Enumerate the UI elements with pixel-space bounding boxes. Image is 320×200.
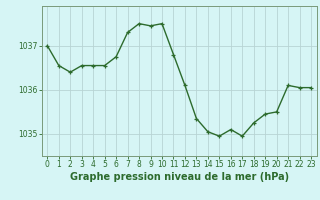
- X-axis label: Graphe pression niveau de la mer (hPa): Graphe pression niveau de la mer (hPa): [70, 172, 289, 182]
